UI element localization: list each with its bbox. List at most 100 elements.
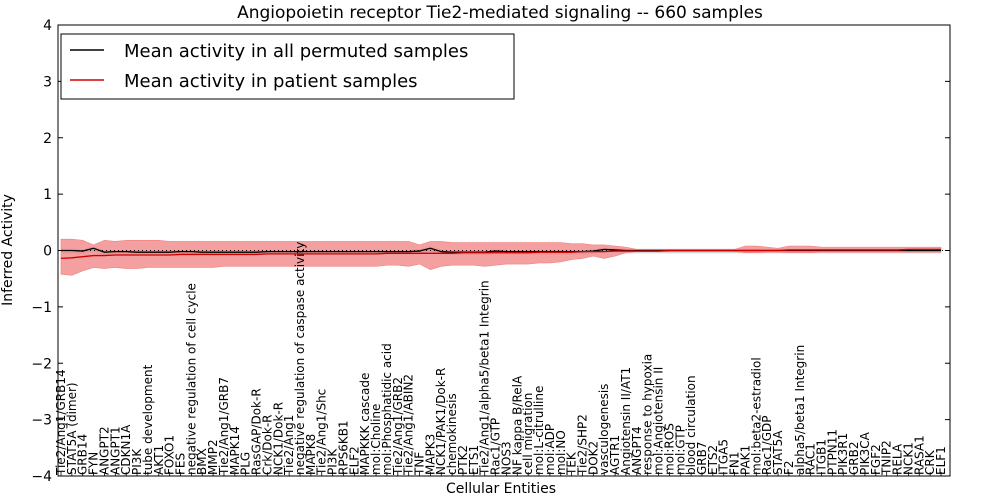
x-category-label: chemokinesis <box>445 393 459 475</box>
x-category-label: PIK3CA <box>858 431 872 475</box>
x-category-label: mol:Phosphatidic acid <box>380 343 394 475</box>
x-axis-title: Cellular Entities <box>446 481 556 497</box>
series-line-patient <box>60 248 941 260</box>
x-category-label: RPS6KB1 <box>336 420 350 475</box>
x-category-label: PI3K <box>326 448 340 475</box>
x-category-label: GRB2 <box>847 441 861 475</box>
x-category-label: TEK <box>565 451 579 476</box>
x-category-label: NOS3 <box>499 441 513 475</box>
x-category-label: Tie2/Ang1/alpha5/beta1 Integrin <box>478 280 492 476</box>
x-category-label: mol:beta2-estradiol <box>749 357 763 475</box>
x-category-label: mol:GTP <box>673 425 687 475</box>
x-category-label: Tie2/Ang1/ABIN2 <box>402 374 416 476</box>
x-category-label: Crk/Dok-R <box>260 414 274 475</box>
x-category-label: mol:Choline <box>369 404 383 475</box>
x-category-label: FES <box>174 453 188 475</box>
y-tick-label: 2 <box>43 131 52 147</box>
legend-box <box>60 33 515 100</box>
x-category-label: F2 <box>782 460 796 475</box>
x-category-label: Tie2/Ang1 <box>282 415 296 476</box>
patient-band <box>60 238 942 276</box>
x-category-label: mol:Angiotensin II <box>652 367 666 475</box>
y-tick-label: 3 <box>43 74 52 90</box>
y-tick-label: −1 <box>31 300 52 316</box>
x-category-label: CRK <box>923 449 937 475</box>
x-category-label: NCK1/Dok-R <box>271 402 285 475</box>
legend-label-permuted: Mean activity in all permuted samples <box>124 41 468 62</box>
x-category-label: NF kappa B/RelA <box>510 375 524 475</box>
x-category-label: mol:L-citrulline <box>532 386 546 475</box>
x-category-label: PTK2 <box>456 445 470 475</box>
x-category-label: negative regulation of cell cycle <box>184 283 198 475</box>
x-category-label: RAC1 <box>804 443 818 475</box>
x-category-label: MMP2 <box>206 439 220 475</box>
x-category-label: NCK1/PAK1/Dok-R <box>434 368 448 475</box>
x-category-label: ETS2 <box>706 445 720 475</box>
x-category-label: PAK1 <box>738 445 752 475</box>
x-category-label: PLG <box>239 452 253 475</box>
x-category-label: Tie2/Ang1/GRB2 <box>391 377 405 476</box>
x-category-label: ELF1 <box>934 446 948 475</box>
x-category-label: vasculogenesis <box>597 384 611 475</box>
x-category-label: Rac1/GTP <box>489 418 503 475</box>
x-category-label: Tie2/Ang1/GRB14 <box>54 369 68 476</box>
x-category-label: TNIP2 <box>880 440 894 476</box>
x-category-label: ANGPT1 <box>108 426 122 475</box>
y-tick-label: 0 <box>43 244 52 260</box>
x-category-label: ETS1 <box>467 445 481 475</box>
x-category-label: STAT5A (dimer) <box>65 382 79 475</box>
x-category-label: response to hypoxia <box>641 354 655 475</box>
x-category-label: FOXO1 <box>163 435 177 475</box>
x-category-label: FYN <box>87 452 101 475</box>
x-category-label: negative regulation of caspase activity <box>293 242 307 475</box>
x-category-label: alpha5/beta1 Integrin <box>793 345 807 475</box>
y-axis-title: Inferred Activity <box>0 194 16 306</box>
x-category-label: GRB7 <box>695 441 709 475</box>
y-tick-label: −4 <box>31 469 52 485</box>
x-category-label: PIK3R1 <box>836 433 850 475</box>
x-category-label: mol:ADP <box>543 424 557 475</box>
x-category-label: RASA1 <box>912 435 926 475</box>
x-category-label: ANGPT4 <box>630 426 644 475</box>
x-category-label: Tie2/Ang1/GRB7 <box>217 377 231 476</box>
chart-title: Angiopoietin receptor Tie2-mediated sign… <box>237 3 763 23</box>
x-category-label: Angiotensin II/AT1 <box>619 367 633 475</box>
x-category-label: RELA <box>891 443 905 475</box>
x-category-label: PTPN11 <box>825 429 839 475</box>
x-category-label: mol:NO <box>554 430 568 475</box>
x-category-label: mol:ROS <box>662 423 676 475</box>
x-category-label: ITGB1 <box>814 439 828 475</box>
x-category-label: ELF2 <box>347 446 361 475</box>
x-category-label: BMX <box>195 448 209 475</box>
x-category-label: tube development <box>141 364 155 475</box>
x-category-label: FGF2 <box>869 444 883 475</box>
x-category-label: Rac1/GDP <box>760 416 774 475</box>
legend-label-patient: Mean activity in patient samples <box>124 71 418 92</box>
x-category-label: GRB14 <box>76 434 90 475</box>
x-category-label: AGTR1 <box>608 435 622 475</box>
x-category-label: DOK2 <box>586 441 600 475</box>
x-category-label: cell migration <box>521 393 535 475</box>
plot-area <box>58 238 950 276</box>
x-category-label: blood circulation <box>684 375 698 475</box>
y-tick-label: 4 <box>43 18 52 34</box>
x-category-label: TNF <box>413 452 427 476</box>
x-category-label: CDKN1A <box>119 424 133 475</box>
y-tick-label: 1 <box>43 187 52 203</box>
x-category-label: Tie2/SHP2 <box>575 414 589 476</box>
x-category-label: NCK1 <box>901 442 915 475</box>
x-category-label: ANGPT2 <box>97 426 111 475</box>
x-category-label: MAPK14 <box>228 426 242 475</box>
x-category-label: ITGA5 <box>717 439 731 475</box>
x-category-label: MAPKKK cascade <box>358 373 372 475</box>
x-category-label: MAPK8 <box>304 434 318 475</box>
x-category-label: STAT5A <box>771 430 785 475</box>
x-category-label: FN1 <box>728 451 742 475</box>
x-category-label: AKT1 <box>152 445 166 475</box>
x-category-label: MAPK3 <box>423 434 437 475</box>
x-category-label: Tie2/Ang1/Shc <box>315 389 329 476</box>
x-category-label: RasGAP/Dok-R <box>250 388 264 475</box>
y-tick-label: −3 <box>31 413 52 429</box>
